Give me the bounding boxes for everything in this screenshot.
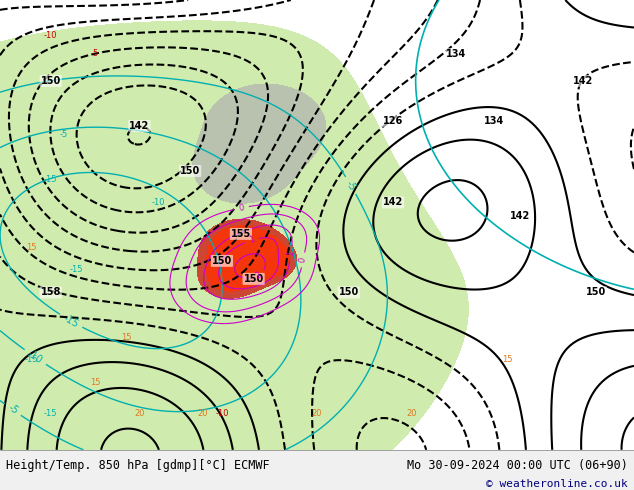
Text: 15: 15 [122,333,132,342]
Text: 0: 0 [298,256,308,264]
Text: -10: -10 [26,348,44,366]
Text: 20: 20 [407,409,417,418]
Text: 150: 150 [586,287,606,297]
Text: -15: -15 [44,175,58,184]
Text: 142: 142 [510,211,530,221]
Text: Height/Temp. 850 hPa [gdmp][°C] ECMWF: Height/Temp. 850 hPa [gdmp][°C] ECMWF [6,459,270,471]
Text: 20: 20 [198,409,208,418]
Text: -15: -15 [69,266,83,274]
Text: 142: 142 [573,76,593,86]
Text: -10: -10 [215,409,229,418]
Text: -5: -5 [6,403,20,416]
Text: 134: 134 [484,117,505,126]
Text: 150: 150 [212,256,232,266]
Text: -15: -15 [44,409,58,418]
Text: -15: -15 [25,355,39,365]
Text: 15: 15 [502,355,512,365]
Text: 20: 20 [134,409,145,418]
Text: 142: 142 [383,197,403,207]
Text: 2: 2 [254,270,262,280]
Text: -5: -5 [59,130,68,140]
Text: -5: -5 [91,49,100,58]
Text: -10: -10 [44,31,58,41]
Text: 1: 1 [248,235,256,245]
Text: 134: 134 [446,49,467,59]
Text: Mo 30-09-2024 00:00 UTC (06+90): Mo 30-09-2024 00:00 UTC (06+90) [407,459,628,471]
Text: 150: 150 [339,287,359,297]
Text: 150: 150 [180,166,200,176]
Text: © weatheronline.co.uk: © weatheronline.co.uk [486,479,628,489]
Text: 150: 150 [41,76,61,86]
Text: 158: 158 [41,287,61,297]
Text: 126: 126 [383,117,403,126]
Text: 20: 20 [312,409,322,418]
FancyBboxPatch shape [0,450,634,490]
Text: 15: 15 [27,243,37,252]
Text: 1: 1 [286,250,295,256]
Text: -10: -10 [152,198,165,207]
Text: 142: 142 [129,121,150,131]
Text: 155: 155 [231,229,251,239]
Text: -5: -5 [344,179,358,192]
Text: -15: -15 [61,313,81,329]
Text: 0: 0 [238,203,245,213]
Text: 150: 150 [243,274,264,284]
Text: 15: 15 [90,378,100,387]
